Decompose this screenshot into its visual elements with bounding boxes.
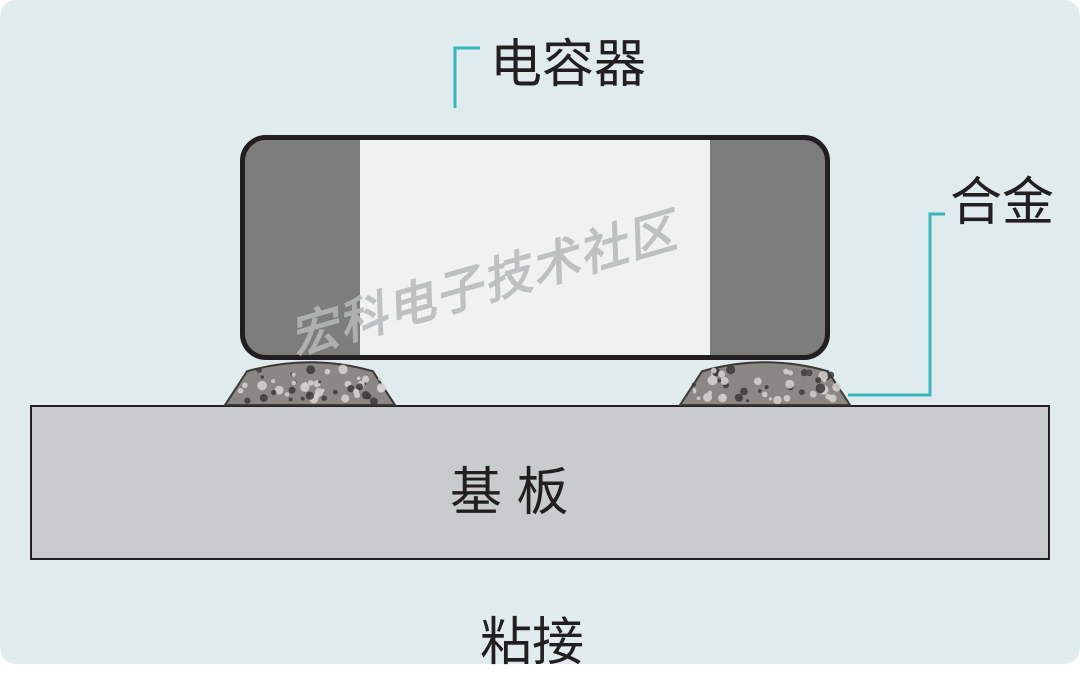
label-alloy: 合金: [950, 160, 1054, 235]
label-substrate: 基 板: [450, 450, 568, 525]
label-capacitor: 电容器: [490, 22, 646, 97]
